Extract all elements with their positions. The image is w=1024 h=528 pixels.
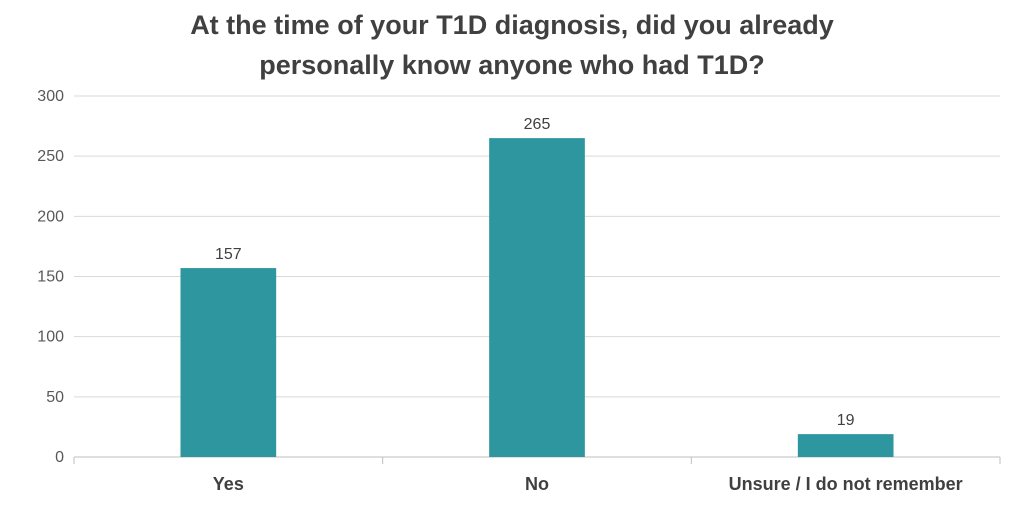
y-tick-label: 200: [37, 208, 64, 225]
chart-title-line-2: personally know anyone who had T1D?: [259, 50, 765, 80]
data-label: 19: [837, 412, 855, 429]
bar-0: [180, 268, 277, 457]
x-category-label: Yes: [213, 474, 244, 494]
x-category-label: No: [525, 474, 549, 494]
data-label: 265: [524, 116, 551, 133]
chart-title-line-1: At the time of your T1D diagnosis, did y…: [190, 10, 834, 40]
y-tick-label: 0: [55, 449, 64, 466]
bar-1: [489, 138, 585, 457]
y-tick-label: 150: [37, 269, 64, 286]
data-label: 157: [215, 246, 242, 263]
y-tick-label: 100: [37, 329, 64, 346]
bar-2: [797, 434, 894, 457]
y-tick-label: 250: [37, 148, 64, 165]
x-category-label: Unsure / I do not remember: [729, 474, 963, 494]
y-tick-label: 300: [37, 88, 64, 105]
y-tick-label: 50: [46, 389, 64, 406]
